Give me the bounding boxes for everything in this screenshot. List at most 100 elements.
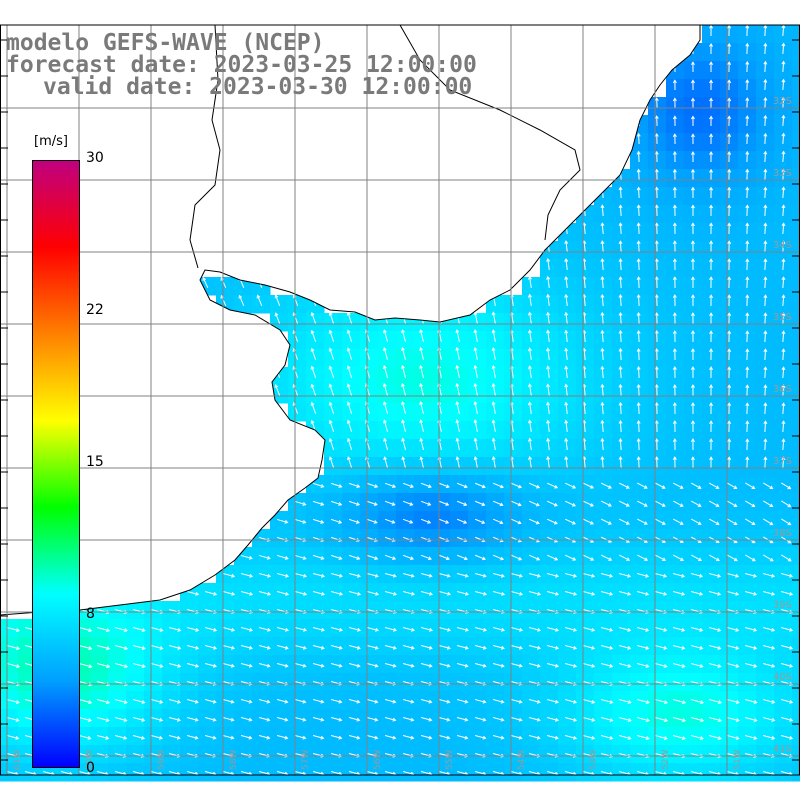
- wind-arrow: [764, 277, 766, 289]
- wind-arrow: [782, 403, 785, 415]
- wind-arrow-head: [87, 718, 92, 722]
- wind-arrow-head: [212, 735, 217, 740]
- wind-arrow: [546, 482, 558, 489]
- wind-arrow: [582, 554, 594, 561]
- wind-arrow: [744, 572, 757, 577]
- wind-arrow-head: [654, 115, 659, 120]
- wind-arrow-head: [735, 664, 740, 668]
- wind-arrow: [510, 572, 523, 577]
- wind-arrow-head: [410, 645, 415, 650]
- wind-arrow: [132, 626, 145, 632]
- wind-arrow-head: [527, 311, 532, 316]
- wind-arrow: [638, 133, 640, 145]
- wind-arrow: [528, 626, 541, 631]
- wind-arrow: [420, 518, 431, 524]
- wind-arrow: [619, 223, 622, 235]
- wind-arrow-head: [106, 628, 111, 633]
- wind-arrow: [636, 482, 648, 489]
- wind-arrow-head: [753, 718, 758, 722]
- wind-arrow: [511, 456, 514, 469]
- lat-label: 36S: [773, 384, 792, 395]
- wind-arrow-head: [672, 456, 677, 460]
- wind-arrow: [456, 347, 460, 361]
- wind-arrow: [402, 734, 414, 739]
- wind-arrow: [638, 366, 640, 379]
- wind-arrow: [510, 500, 522, 506]
- wind-arrow-head: [159, 610, 164, 614]
- wind-arrow: [583, 330, 586, 343]
- wind-arrow-head: [428, 717, 433, 722]
- wind-arrow: [780, 662, 793, 667]
- colorbar-tick-0: 0: [86, 760, 95, 776]
- wind-arrow-head: [709, 115, 714, 120]
- wind-arrow-head: [213, 645, 218, 650]
- wind-arrow: [312, 572, 325, 577]
- wind-arrow: [186, 698, 199, 703]
- wind-arrow: [438, 662, 450, 667]
- wind-arrow-head: [374, 735, 379, 740]
- wind-arrow-head: [697, 503, 702, 507]
- wind-arrow: [564, 536, 576, 543]
- wind-arrow: [619, 277, 622, 289]
- wind-arrow: [582, 644, 595, 649]
- wind-arrow-head: [428, 699, 433, 704]
- wind-arrow-head: [501, 591, 506, 596]
- wind-arrow-head: [709, 384, 714, 388]
- wind-arrow-head: [627, 664, 632, 668]
- wind-arrow-head: [627, 646, 632, 650]
- wind-arrow: [727, 482, 737, 489]
- wind-arrow-head: [401, 364, 405, 369]
- wind-arrow: [330, 698, 342, 703]
- wind-speed-cell: [792, 133, 800, 152]
- wind-arrow: [708, 662, 721, 668]
- wind-arrow: [348, 590, 361, 595]
- wind-speed-cell: [792, 691, 800, 710]
- wind-arrow-head: [357, 627, 361, 632]
- wind-arrow: [330, 572, 343, 577]
- wind-arrow-head: [447, 627, 451, 632]
- wind-arrow-head: [266, 699, 271, 704]
- wind-arrow: [492, 662, 504, 667]
- wind-arrow: [510, 438, 514, 451]
- wind-arrow: [529, 366, 532, 379]
- wind-arrow: [510, 348, 514, 361]
- wind-arrow: [384, 482, 396, 488]
- wind-arrow: [474, 698, 486, 703]
- wind-arrow: [293, 295, 299, 307]
- wind-arrow-head: [536, 556, 541, 561]
- wind-arrow-head: [618, 222, 623, 227]
- wind-arrow: [708, 572, 721, 577]
- wind-arrow-head: [753, 646, 758, 650]
- wind-arrow: [492, 644, 505, 649]
- wind-arrow-head: [600, 222, 605, 227]
- wind-arrow-head: [473, 419, 478, 424]
- wind-arrow: [474, 420, 478, 433]
- wind-arrow-head: [419, 456, 424, 461]
- wind-arrow: [329, 312, 335, 325]
- wind-arrow: [690, 716, 704, 722]
- wind-speed-cell: [792, 673, 800, 692]
- wind-arrow: [456, 365, 460, 379]
- wind-arrow-head: [445, 538, 450, 542]
- wind-arrow: [456, 401, 460, 415]
- wind-arrow: [366, 500, 378, 506]
- wind-arrow-head: [320, 484, 325, 488]
- wind-arrow-head: [745, 456, 750, 461]
- wind-arrow: [293, 402, 299, 415]
- wind-arrow: [528, 734, 540, 739]
- wind-speed-cell: [792, 493, 800, 512]
- wind-arrow-head: [267, 591, 272, 596]
- wind-arrow-head: [763, 240, 768, 245]
- wind-arrow-head: [231, 645, 235, 650]
- wind-arrow-head: [537, 627, 542, 632]
- wind-arrow: [565, 241, 568, 253]
- wind-arrow: [782, 223, 785, 235]
- wind-arrow: [474, 626, 487, 631]
- wind-arrow-head: [733, 503, 738, 507]
- wind-arrow: [366, 698, 378, 703]
- wind-arrow: [764, 259, 766, 271]
- wind-arrow: [764, 115, 766, 127]
- wind-arrow-head: [654, 348, 659, 352]
- wind-arrow-head: [636, 401, 641, 406]
